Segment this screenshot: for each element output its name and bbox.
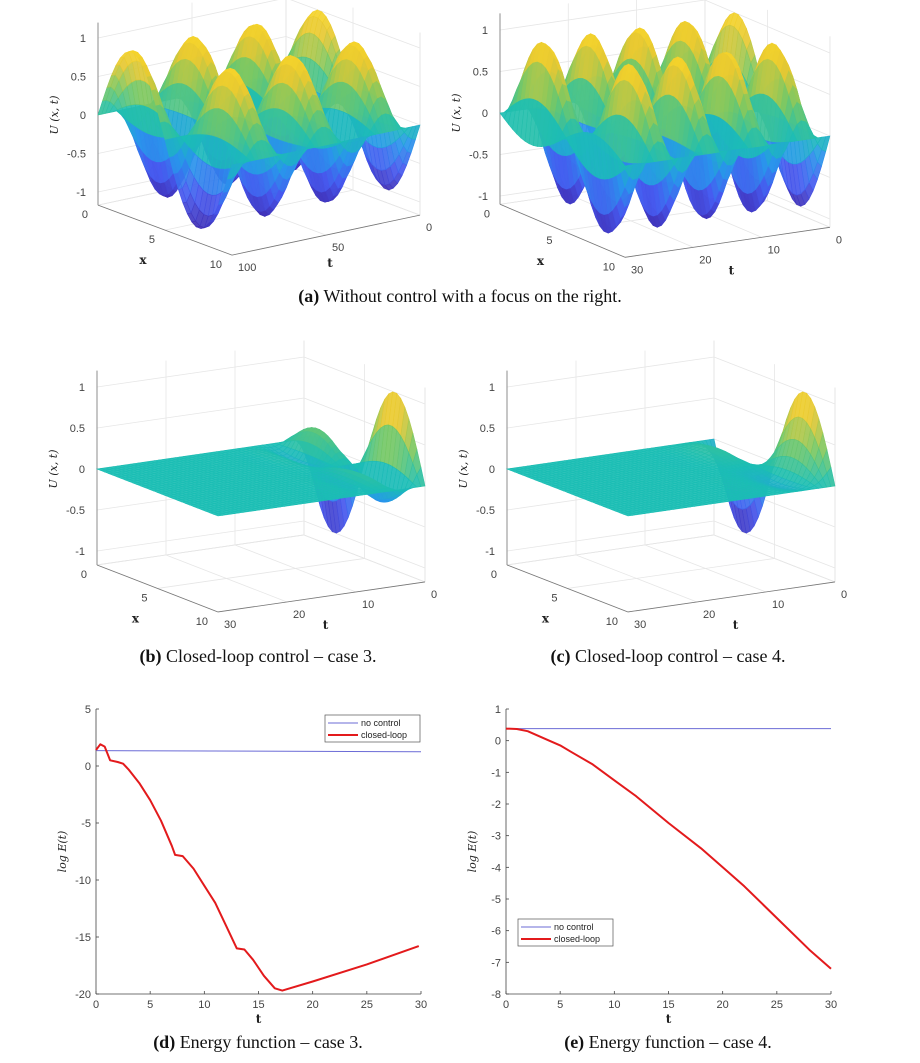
t-tick-label: 50 — [332, 242, 344, 254]
t-axis-label: t — [327, 256, 333, 270]
t-axis-label: t — [323, 618, 329, 632]
grid-line — [499, 0, 705, 31]
t-tick-label: 10 — [362, 599, 374, 611]
x-axis — [499, 203, 626, 258]
x-axis-label: x — [537, 254, 545, 268]
z-tick-label: 0.5 — [71, 72, 86, 84]
z-tick-label: -1 — [478, 191, 488, 203]
x-tick-label: 5 — [141, 592, 147, 604]
z-tick-label: 0.5 — [70, 423, 85, 435]
grid-line — [96, 520, 305, 552]
z-tick-label: 1 — [79, 382, 85, 394]
t-tick-label: 0 — [836, 234, 842, 246]
x-tick-label: 5 — [546, 235, 552, 247]
surface-patch — [227, 163, 237, 180]
z-tick-label: -1 — [75, 546, 85, 558]
t-tick-label: 100 — [238, 262, 256, 274]
z-tick-label: 0 — [482, 108, 488, 120]
x-tick-label: 0 — [82, 209, 88, 221]
x-axis — [96, 564, 219, 613]
t-tick-label: 20 — [293, 609, 305, 621]
x-tick-label: 10 — [196, 616, 208, 628]
grid-line — [157, 558, 365, 589]
t-tick-label: 0 — [426, 222, 432, 234]
t-tick-label: 0 — [431, 589, 437, 601]
x-axis — [506, 564, 629, 613]
t-tick-label: 30 — [224, 619, 236, 631]
t-tick-label: 30 — [631, 264, 643, 276]
grid-line — [575, 554, 698, 603]
grid-line — [568, 193, 694, 248]
grid-line — [506, 397, 715, 429]
t-axis — [627, 581, 836, 613]
z-axis-label: U (x, t) — [48, 96, 61, 135]
x-tick-label: 0 — [81, 569, 87, 581]
grid-line — [165, 554, 288, 603]
x-tick-label: 0 — [484, 208, 490, 220]
z-tick-label: -1 — [76, 187, 86, 199]
z-tick-label: 1 — [80, 33, 86, 45]
z-tick-label: 1 — [482, 25, 488, 37]
x-axis-label: x — [139, 253, 147, 267]
z-tick-label: 0 — [79, 464, 85, 476]
t-axis — [231, 214, 421, 256]
z-axis-label: U (x, t) — [47, 450, 60, 489]
grid-line — [506, 356, 715, 388]
t-axis — [624, 226, 830, 258]
x-tick-label: 10 — [210, 259, 222, 271]
z-tick-label: -0.5 — [66, 505, 85, 517]
t-axis-label: t — [729, 263, 735, 277]
t-tick-label: 10 — [768, 244, 780, 256]
x-tick-label: 5 — [149, 234, 155, 246]
z-tick-label: 0 — [80, 110, 86, 122]
grid-line — [506, 534, 715, 566]
grid-line — [96, 356, 305, 388]
x-axis-label: x — [132, 611, 140, 625]
z-axis-label: U (x, t) — [450, 94, 463, 133]
t-axis — [217, 581, 426, 613]
z-tick-label: -0.5 — [67, 149, 86, 161]
grid-line — [96, 397, 305, 429]
grid-line — [96, 534, 305, 566]
t-tick-label: 20 — [699, 254, 711, 266]
grid-line — [567, 558, 775, 589]
grid-line — [506, 520, 715, 552]
z-tick-label: -0.5 — [469, 150, 488, 162]
grid-line — [644, 544, 767, 593]
x-axis — [97, 204, 233, 256]
grid-line — [234, 544, 357, 593]
z-tick-label: 0.5 — [473, 67, 488, 79]
x-tick-label: 10 — [603, 261, 615, 273]
